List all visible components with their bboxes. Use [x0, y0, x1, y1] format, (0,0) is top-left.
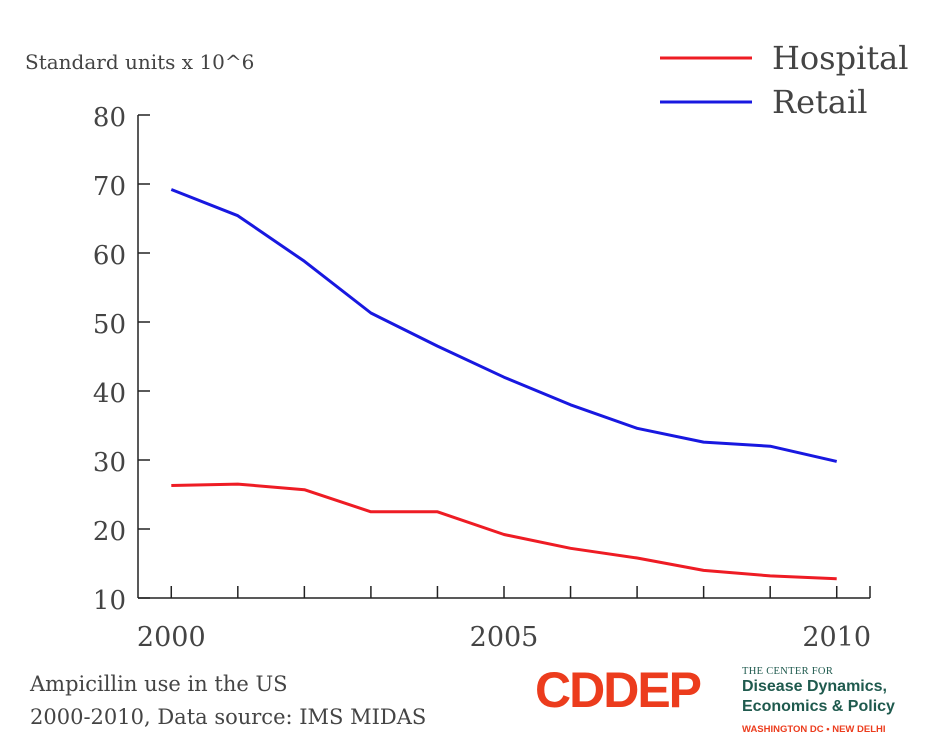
axes: [137, 114, 871, 599]
caption-source: 2000-2010, Data source: IMS MIDAS: [30, 705, 427, 729]
caption-title: Ampicillin use in the US: [30, 672, 288, 696]
cddep-logo: CDDEP THE CENTER FOR Disease Dynamics, E…: [535, 660, 925, 750]
legend-label-hospital: Hospital: [772, 39, 908, 77]
x-tick-label: 2000: [137, 622, 206, 653]
y-tick-label: 40: [93, 379, 126, 409]
logo-line-1: Disease Dynamics,: [742, 678, 887, 695]
y-tick-label: 10: [93, 586, 126, 616]
legend-label-retail: Retail: [772, 83, 867, 121]
tick-labels: 10 20 30 40 50 60 70 80 2000 2005 2010: [93, 103, 871, 653]
series-line-hospital: [171, 482, 837, 581]
y-tick-label: 20: [93, 517, 126, 547]
legend: Hospital Retail: [660, 39, 908, 121]
y-axis-label: Standard units x 10^6: [25, 50, 254, 74]
logo-line-2: Economics & Policy: [742, 698, 895, 715]
y-tick-label: 30: [93, 448, 126, 478]
y-tick-label: 80: [93, 103, 126, 133]
logo-cities: WASHINGTON DC • NEW DELHI: [742, 724, 886, 735]
series-line-retail: [170, 188, 838, 463]
y-tick-label: 70: [93, 172, 126, 202]
logo-small-text: THE CENTER FOR: [742, 666, 834, 677]
series-lines: [170, 188, 838, 581]
x-tick-label: 2010: [802, 622, 871, 653]
line-chart: Standard units x 10^6 10 20 30 40 50 60 70 80 20…: [25, 39, 908, 653]
y-tick-label: 60: [93, 241, 126, 271]
x-tick-label: 2005: [470, 622, 539, 653]
y-tick-label: 50: [93, 310, 126, 340]
logo-mark: CDDEP: [535, 662, 702, 718]
